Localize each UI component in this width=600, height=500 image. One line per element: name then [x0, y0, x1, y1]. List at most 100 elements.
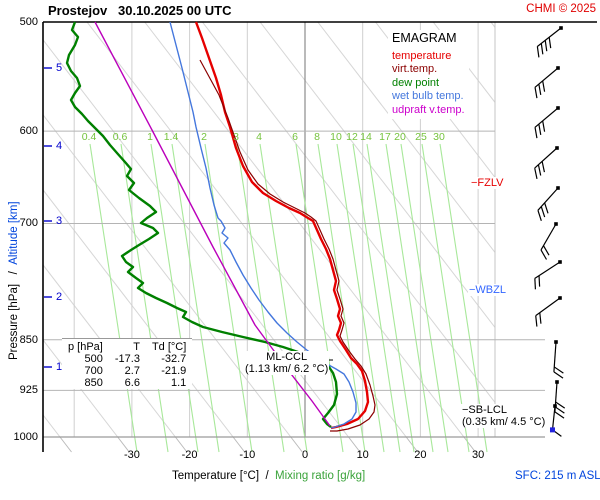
wind-barb-line	[534, 127, 538, 139]
mixing-ratio-label-6: 6	[292, 131, 298, 143]
table-cell: 700	[84, 365, 103, 377]
wind-barb-line	[537, 210, 542, 221]
table-cell: 500	[84, 353, 103, 365]
freezing-level-label: −FZLV	[470, 177, 505, 189]
wind-barb-line	[542, 120, 546, 132]
mixing-ratio-label-12: 12	[346, 131, 358, 143]
sounding-table: p [hPa] T Td [°C] 500 -17.3 -32.7 700 2.7 -21.9…	[62, 338, 193, 389]
wind-barb	[535, 296, 562, 327]
legend-item-udpraft-v-temp-: udpraft v.temp.	[392, 103, 465, 116]
wet-bulb-curve	[169, 21, 357, 429]
mixing-ratio-label-1.4: 1.4	[163, 131, 179, 143]
temp-tick-30: 30	[471, 449, 485, 461]
wind-barb	[534, 146, 559, 179]
wind-barb-head-dot	[556, 66, 560, 70]
altitude-tick-3: 3	[56, 215, 63, 227]
mixing-ratio-label-2: 2	[201, 131, 207, 143]
dry-adiabat-tick	[232, 436, 245, 453]
legend-item-dew-point: dew point	[392, 76, 440, 89]
temperature-curve	[194, 21, 370, 430]
table-header-1: T	[133, 341, 140, 353]
altitude-tick-5: 5	[56, 62, 63, 74]
pressure-tick-850: 850	[19, 333, 38, 346]
wind-barb-head-dot	[556, 186, 560, 190]
station-name: Prostejov	[48, 3, 108, 18]
dry-adiabat-line	[490, 22, 495, 29]
ml-ccl-title: ML-CCL	[266, 351, 308, 363]
dry-adiabat-line	[317, 22, 495, 254]
table-row: 850 6.6 1.1	[62, 377, 192, 389]
legend-item-temperature: temperature	[392, 49, 452, 62]
wind-barb-line	[540, 206, 546, 218]
mixing-ratio-line	[317, 143, 366, 453]
mixing-ratio-label-8: 8	[314, 131, 320, 143]
mixing-ratio-axis-label: Mixing ratio [g/kg]	[275, 470, 366, 482]
wind-barb	[554, 380, 566, 419]
dry-adiabat-tick	[290, 436, 303, 453]
temperature-axis-label: Temperature [°C]	[172, 470, 260, 482]
table-row: 500 -17.3 -32.7	[62, 353, 192, 365]
wind-barb-line	[534, 87, 538, 99]
wind-barb-head-dot	[558, 296, 562, 300]
mixing-ratio-line	[236, 143, 285, 453]
legend-item-wet-bulb-temp-: wet bulb temp.	[392, 90, 464, 102]
wind-barb-line	[536, 46, 540, 58]
wind-barb-head-dot	[555, 146, 559, 150]
altitude-tick-1: 1	[56, 361, 63, 373]
wind-barb	[536, 26, 563, 58]
wind-barb-line	[541, 161, 546, 173]
mixing-ratio-label-0.6: 0.6	[112, 131, 128, 143]
dry-adiabat-tick	[405, 436, 419, 453]
wind-barb-line	[538, 83, 542, 96]
wind-barb-line	[553, 366, 564, 374]
mixing-ratio-line	[421, 143, 470, 453]
wind-barb-line	[548, 37, 552, 49]
y-axis-label: Pressure [hPa] / Altitude [km]	[8, 201, 20, 360]
mixing-ratio-line	[336, 143, 385, 453]
mixing-ratio-line	[171, 143, 220, 453]
wind-barb-line	[534, 167, 538, 179]
wind-barb-line	[553, 371, 564, 379]
wind-barb-line	[540, 43, 544, 55]
ml-ccl-detail: (1.13 km/ 6.2 °C)	[245, 363, 329, 375]
mixing-ratio-line	[352, 143, 401, 453]
mixing-ratio-line	[120, 143, 169, 453]
mixing-ratio-label-4: 4	[256, 131, 262, 143]
wind-barb	[540, 222, 558, 260]
wind-barb-head-dot	[558, 260, 562, 264]
wind-barb-line	[542, 80, 546, 92]
wind-barb-line	[551, 405, 556, 430]
altitude-axis-label: Altitude [km]	[8, 201, 20, 265]
mixing-ratio-label-20: 20	[394, 131, 406, 143]
temp-tick--10: -10	[239, 449, 256, 461]
sb-lcl-detail: (0.35 km/ 4.5 °C)	[462, 416, 546, 428]
wind-barb	[553, 340, 564, 379]
ml-ccl-label: ML-CCL (1.13 km/ 6.2 °C)	[244, 351, 330, 375]
sb-lcl-label: −SB-LCL (0.35 km/ 4.5 °C)	[461, 404, 547, 428]
table-cell: 850	[84, 377, 103, 389]
legend-item-virt-temp-: virt.temp.	[392, 63, 438, 75]
wind-barb-line	[554, 406, 565, 414]
wind-barb-line	[555, 401, 566, 409]
mixing-ratio-label-0.4: 0.4	[81, 131, 97, 143]
dry-adiabat-tick	[59, 436, 72, 453]
mixing-ratio-label-1: 1	[147, 131, 153, 143]
wind-barb-line	[537, 164, 542, 176]
mixing-ratio-label-17: 17	[379, 131, 391, 143]
table-cell: 1.1	[171, 377, 187, 389]
dry-adiabat-line	[259, 22, 495, 329]
mixing-ratio-label-14: 14	[360, 131, 372, 143]
wind-barb	[534, 66, 560, 99]
mixing-ratio-label-25: 25	[415, 131, 427, 143]
mixing-ratio-line	[385, 143, 434, 453]
table-header-row: p [hPa] T Td [°C]	[62, 341, 192, 353]
table-cell: -21.9	[161, 365, 187, 377]
dry-adiabat-line	[432, 22, 495, 104]
wind-barb-line	[538, 123, 542, 136]
wind-barb	[534, 260, 562, 290]
altitude-tick-2: 2	[56, 291, 63, 303]
table-cell: -17.3	[114, 353, 140, 365]
mixing-ratio-line	[204, 143, 253, 453]
table-cell: 6.6	[124, 377, 140, 389]
